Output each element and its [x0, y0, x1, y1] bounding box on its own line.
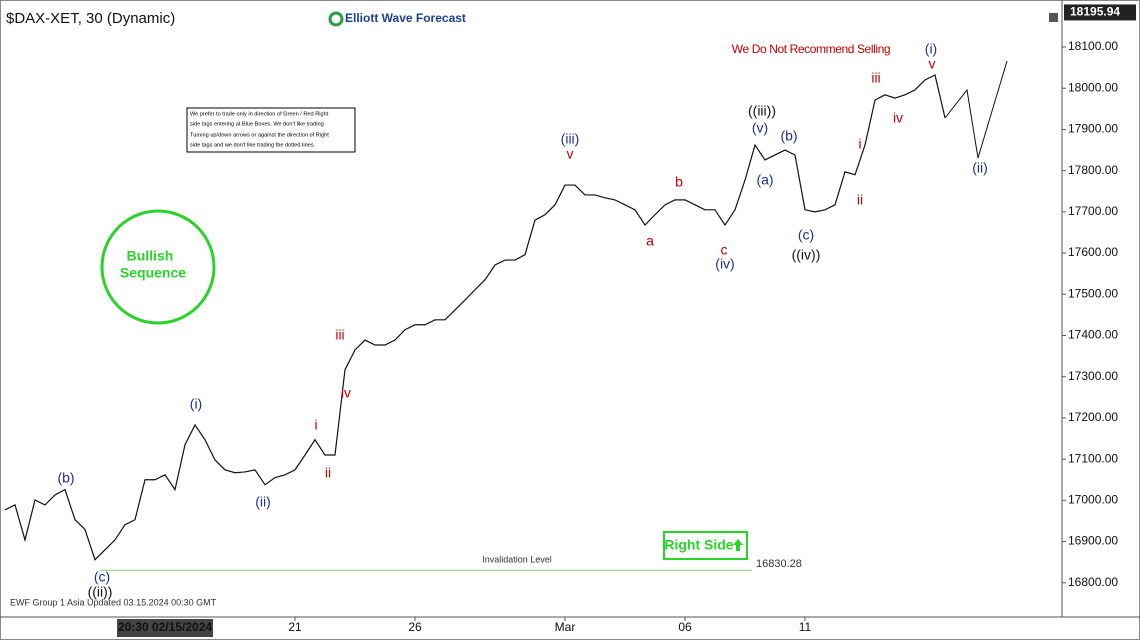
y-tick-label: 18100.00: [1068, 39, 1118, 53]
y-tick-label: 17900.00: [1068, 122, 1118, 136]
invalidation-label: Invalidation Level: [482, 554, 552, 564]
y-tick-label: 17500.00: [1068, 286, 1118, 300]
wave-label: (iv): [715, 256, 734, 272]
x-tick-label: 11: [799, 620, 812, 634]
invalidation-value: 16830.28: [756, 558, 802, 570]
brand: Elliott Wave Forecast: [345, 11, 466, 25]
wave-label: (b): [57, 470, 74, 486]
y-tick-label: 17600.00: [1068, 245, 1118, 259]
badge-text: Bullish: [127, 248, 174, 264]
note-line: We prefer to trade only in direction of …: [190, 111, 329, 117]
projection-path: [944, 60, 1008, 159]
wave-label: ((iv)): [792, 247, 821, 263]
wave-label: ii: [857, 192, 863, 208]
wave-label: (ii): [972, 160, 988, 176]
y-tick-label: 17000.00: [1068, 493, 1118, 507]
wave-label: iv: [893, 110, 903, 126]
x-tick-label: 21: [288, 620, 302, 634]
badge-circle: [100, 209, 216, 325]
wave-label: v: [929, 56, 936, 72]
y-tick-label: 17300.00: [1068, 369, 1118, 383]
wave-label: (a): [756, 172, 773, 188]
y-tick-label: 16900.00: [1068, 534, 1118, 548]
y-tick-label: 17400.00: [1068, 328, 1118, 342]
y-tick-label: 18000.00: [1068, 80, 1118, 94]
note-line: side tags and we don't like trading the …: [190, 142, 316, 148]
note-line: Turning up/down arrows or against the di…: [190, 132, 329, 138]
x-tick-label: Mar: [555, 620, 576, 634]
wave-label: ((ii)): [88, 584, 113, 600]
wave-label: ((iii)): [748, 103, 776, 119]
y-tick-label: 16800.00: [1068, 575, 1118, 589]
x-tick-label: 26: [408, 620, 422, 634]
wave-label: (i): [190, 396, 202, 412]
footer: EWF Group 1 Asia Updated 03.15.2024 00:3…: [10, 597, 217, 607]
wave-label: a: [646, 233, 654, 249]
price-line: [4, 74, 946, 561]
right-side: Right Side: [664, 537, 733, 553]
wave-label: ii: [325, 465, 331, 481]
last-price: 18195.94: [1070, 5, 1120, 19]
right-side-box: [663, 531, 748, 560]
note-line: side tags entering at Blue Boxes. We don…: [190, 121, 324, 127]
badge-text: Sequence: [120, 265, 186, 281]
wave-label: iii: [871, 70, 880, 86]
wave-label: (i): [925, 41, 937, 57]
x-label-highlight: [117, 619, 213, 637]
wave-label: iii: [335, 327, 344, 343]
wave-label: i: [314, 417, 317, 433]
warning: We Do Not Recommend Selling: [732, 42, 890, 56]
note-box: [186, 107, 356, 153]
y-tick-label: 17700.00: [1068, 204, 1118, 218]
x-tick-label: 20:30 02/15/2024: [118, 620, 212, 634]
last-price-box: [1064, 4, 1136, 21]
chart-title: $DAX-XET, 30 (Dynamic): [6, 10, 175, 27]
y-tick-label: 17100.00: [1068, 451, 1118, 465]
wave-label: (b): [780, 128, 797, 144]
y-tick-label: 17800.00: [1068, 163, 1118, 177]
brand-logo: [328, 11, 344, 27]
up-arrow: [733, 539, 743, 551]
settings-icon[interactable]: [1049, 13, 1058, 22]
wave-label: (iii): [561, 131, 580, 147]
wave-label: b: [675, 174, 683, 190]
wave-label: (c): [94, 569, 110, 585]
wave-label: i: [858, 136, 861, 152]
wave-label: (ii): [255, 494, 271, 510]
wave-label: iv: [341, 385, 351, 401]
wave-label: (v): [752, 120, 768, 136]
x-tick-label: 06: [678, 620, 692, 634]
wave-label: (c): [798, 227, 814, 243]
wave-label: v: [567, 146, 574, 162]
y-tick-label: 17200.00: [1068, 410, 1118, 424]
wave-label: c: [721, 242, 728, 258]
